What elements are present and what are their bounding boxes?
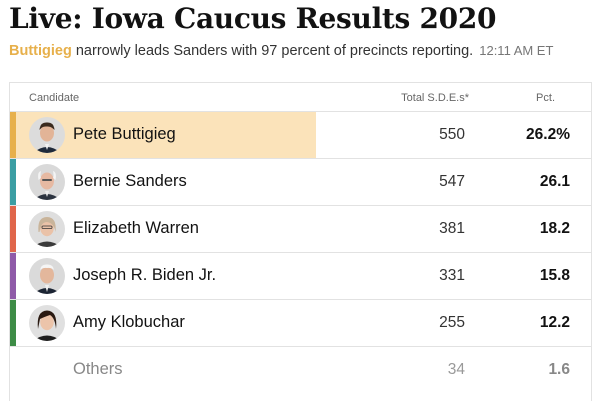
table-row[interactable]: Amy Klobuchar 255 12.2 [10, 299, 591, 346]
header-candidate: Candidate [29, 92, 80, 104]
candidate-name: Elizabeth Warren [73, 219, 199, 237]
warren-portrait [29, 211, 65, 247]
vote-percent: 1.6 [548, 361, 570, 378]
candidate-color-bar [10, 112, 16, 158]
leader-highlight [16, 112, 316, 158]
buttigieg-portrait [29, 117, 65, 153]
table-row[interactable]: Joseph R. Biden Jr. 331 15.8 [10, 252, 591, 299]
vote-percent: 12.2 [539, 314, 570, 331]
sde-count: 331 [439, 267, 465, 284]
candidate-color-bar [10, 253, 16, 299]
vote-percent: 26.2% [526, 126, 570, 143]
sde-count: 550 [439, 126, 465, 143]
table-row[interactable]: Bernie Sanders 547 26.1 [10, 158, 591, 205]
klobuchar-portrait [29, 305, 65, 341]
vote-percent: 15.8 [539, 267, 570, 284]
candidate-color-bar [10, 206, 16, 252]
table-row[interactable]: Pete Buttigieg 550 26.2% [10, 111, 591, 158]
sanders-portrait [29, 164, 65, 200]
vote-percent: 18.2 [539, 220, 570, 237]
summary-text: narrowly leads Sanders with 97 percent o… [71, 43, 474, 59]
sde-count: 381 [439, 220, 465, 237]
sde-count: 255 [439, 314, 465, 331]
table-row[interactable]: Others 34 1.6 [10, 346, 591, 393]
table-row[interactable]: Elizabeth Warren 381 18.2 [10, 205, 591, 252]
candidate-name: Bernie Sanders [73, 172, 187, 190]
candidate-name: Others [73, 360, 123, 378]
candidate-color-bar [10, 159, 16, 205]
header-pct: Pct. [536, 92, 555, 104]
sde-count: 547 [439, 173, 465, 190]
biden-portrait [29, 258, 65, 294]
table-header: Candidate Total S.D.E.s* Pct. [10, 83, 591, 111]
candidate-name: Pete Buttigieg [73, 125, 176, 143]
candidate-name: Amy Klobuchar [73, 313, 185, 331]
vote-percent: 26.1 [539, 173, 570, 190]
update-timestamp: 12:11 AM ET [479, 43, 554, 58]
sde-count: 34 [447, 361, 465, 378]
leader-name: Buttigieg [9, 43, 72, 59]
page-title: Live: Iowa Caucus Results 2020 [9, 2, 497, 35]
header-sde: Total S.D.E.s* [401, 92, 469, 104]
candidate-color-bar [10, 300, 16, 346]
results-table: Candidate Total S.D.E.s* Pct. Pete Butti… [9, 82, 592, 401]
summary-line: Buttigieg narrowly leads Sanders with 97… [9, 41, 553, 61]
candidate-name: Joseph R. Biden Jr. [73, 266, 217, 284]
